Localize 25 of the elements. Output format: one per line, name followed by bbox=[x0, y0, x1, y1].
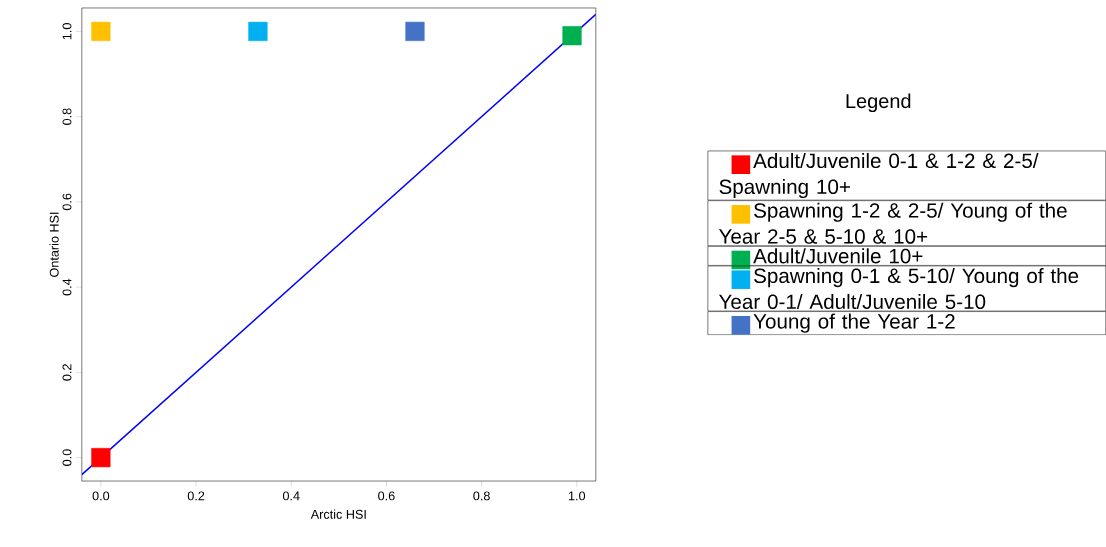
x-tick-label: 0.4 bbox=[282, 491, 300, 501]
y-tick-label: 0.4 bbox=[62, 278, 72, 296]
point bbox=[91, 448, 111, 468]
y-tick-label: 0.8 bbox=[62, 108, 72, 125]
legend-label: Adult/Juvenile 10+ bbox=[753, 248, 923, 264]
y-axis-title: Ontario HSI bbox=[49, 212, 59, 277]
y-tick-label: 0.2 bbox=[62, 364, 72, 381]
legend-label: Young of the Year 1-2 bbox=[753, 313, 955, 333]
y-tick-label: 1.0 bbox=[62, 23, 72, 40]
x-tick-label: 0.0 bbox=[92, 491, 110, 501]
x-axis-title: Arctic HSI bbox=[310, 509, 366, 519]
y-tick-label: 0.6 bbox=[62, 193, 72, 211]
legend-label: Adult/Juvenile 0-1 & 1-2 & 2-5/ Spawning 10+ bbox=[719, 153, 1039, 199]
point bbox=[248, 21, 268, 42]
x-tick-label: 0.8 bbox=[473, 491, 490, 501]
legend-label: Spawning 0-1 & 5-10/ Young of the Year 0-1/ Adult/Juvenile 5-10 bbox=[718, 267, 1079, 310]
x-tick-label: 0.2 bbox=[187, 491, 205, 501]
point bbox=[562, 26, 582, 46]
legend-title: Legend bbox=[846, 93, 911, 113]
point bbox=[405, 21, 425, 42]
legend-label: Spawning 1-2 & 2-5/ Young of the Year 2-5 & 5-10 & 10+ bbox=[718, 202, 1067, 244]
y-tick-label: 0.0 bbox=[62, 449, 72, 466]
x-tick-label: 1.0 bbox=[568, 491, 586, 501]
point bbox=[91, 21, 111, 42]
x-tick-label: 0.6 bbox=[378, 491, 395, 501]
